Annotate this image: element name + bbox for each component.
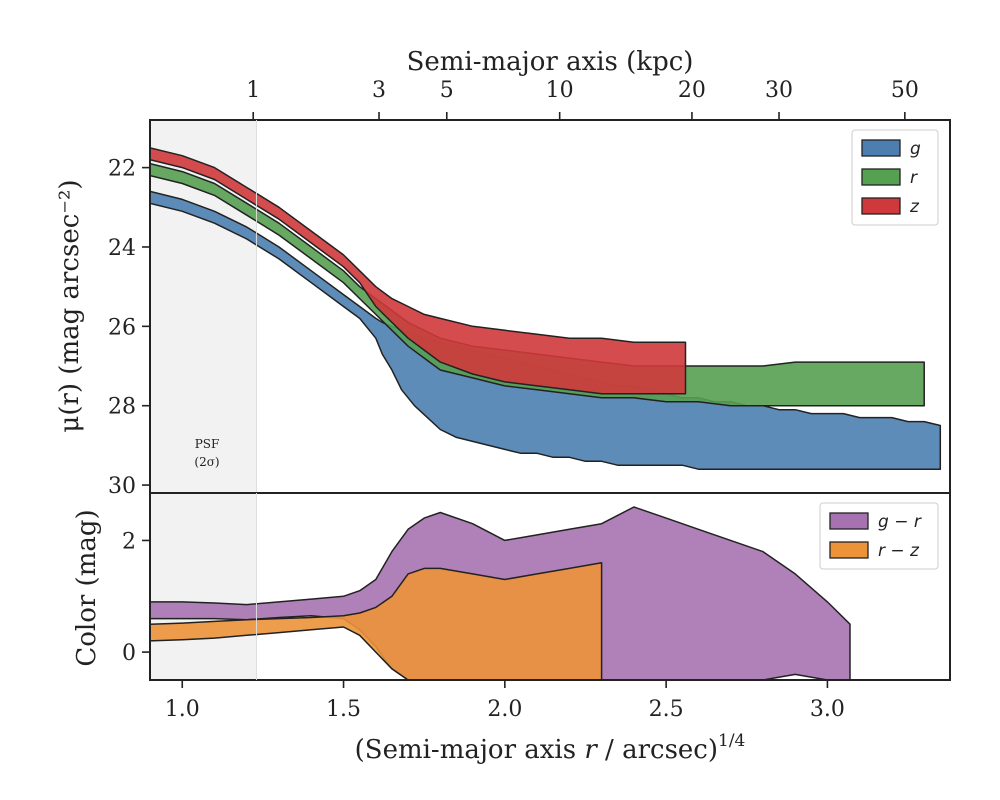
- top-legend: grz: [851, 129, 939, 226]
- top-tick-label: 30: [765, 78, 793, 103]
- y-tick-label: 22: [108, 157, 136, 182]
- top-tick-label: 50: [891, 78, 919, 103]
- legend-label-g_r: g − r: [878, 512, 922, 532]
- top-axis-label: Semi-major axis (kpc): [407, 47, 694, 77]
- y-tick-label: 2: [122, 529, 136, 554]
- legend-swatch-g_r: [829, 512, 869, 530]
- x-axis-label-variable: r: [584, 735, 598, 765]
- x-axis-label: (Semi-major axis r / arcsec)1/4: [355, 731, 746, 765]
- top-tick-label: 10: [546, 78, 574, 103]
- legend-label-r_z: r − z: [878, 541, 920, 561]
- legend-swatch-r: [861, 168, 901, 186]
- bottom-legend: g − r r − z: [819, 502, 939, 570]
- legend-swatch-z: [861, 197, 901, 215]
- surface-brightness-panel: 22 24 26 28 30 1 3 5 10 20 30 50 Semi-major axis (…: [55, 47, 951, 499]
- top-y-ticks: 22 24 26 28 30: [108, 157, 150, 499]
- series-band-z: [150, 147, 687, 395]
- x-tick-label: 3.0: [810, 697, 845, 722]
- psf-annotation-line2: (2σ): [194, 455, 219, 469]
- y-tick-label: 26: [108, 315, 136, 340]
- color-panel: 02 1.0 1.5 2.0 2.5 3.0 Color (mag) g − rr − …: [72, 492, 951, 722]
- psf-annotation-line1: PSF: [195, 437, 220, 451]
- x-tick-label: 2.5: [649, 697, 684, 722]
- legend-swatch-r_z: [829, 541, 869, 559]
- y-tick-label: 24: [108, 236, 136, 261]
- x-axis-label-exponent: 1/4: [718, 731, 745, 751]
- y-tick-label: 28: [108, 395, 136, 420]
- bottom-plot-frame: [149, 492, 951, 681]
- x-axis-label-prefix: (Semi-major axis: [355, 735, 585, 765]
- series-band-r_z: [150, 562, 603, 680]
- legend-label-r: r: [910, 168, 918, 188]
- top-tick-label: 5: [440, 78, 454, 103]
- top-y-axis-label: μ(r) (mag arcsec⁻²): [55, 179, 85, 432]
- bottom-y-axis-label: Color (mag): [72, 509, 102, 666]
- bottom-y-ticks: 02: [122, 529, 150, 666]
- top-tick-label: 20: [678, 78, 706, 103]
- color-series: [150, 506, 851, 680]
- x-tick-label: 1.0: [165, 697, 200, 722]
- surface-brightness-series: [150, 147, 942, 470]
- bottom-x-ticks: 1.0 1.5 2.0 2.5 3.0: [165, 680, 845, 722]
- x-tick-label: 2.0: [487, 697, 522, 722]
- x-tick-label: 1.5: [326, 697, 361, 722]
- y-tick-label: 30: [108, 474, 136, 499]
- top-tick-label: 3: [372, 78, 386, 103]
- top-tick-label: 1: [246, 78, 260, 103]
- x-axis-label-unit: / arcsec): [597, 735, 718, 765]
- legend-label-z: z: [909, 197, 920, 217]
- legend-swatch-g: [861, 139, 901, 157]
- y-tick-label: 0: [122, 641, 136, 666]
- legend-label-g: g: [910, 139, 921, 159]
- psf-region-bottom: [150, 493, 257, 680]
- series-band-g: [150, 190, 942, 470]
- top-axis-ticks: 1 3 5 10 20 30 50: [246, 78, 919, 120]
